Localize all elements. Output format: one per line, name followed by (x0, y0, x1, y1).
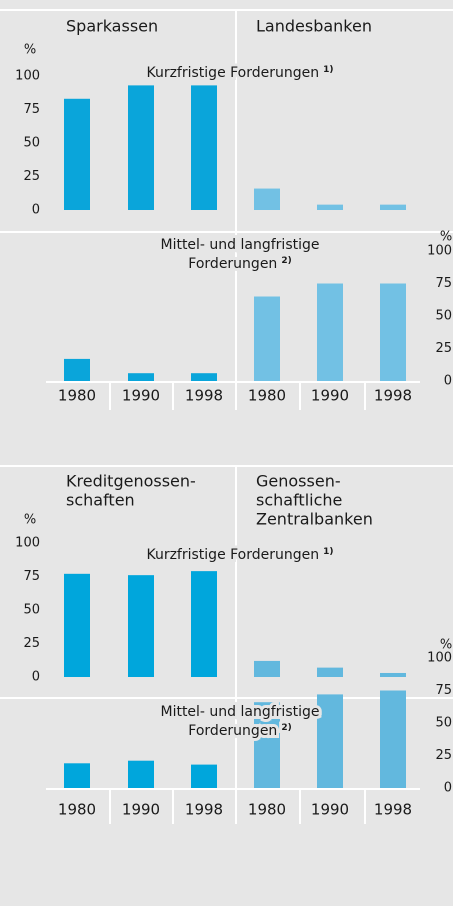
y-tick-label: 100 (15, 536, 40, 551)
bar (191, 764, 217, 788)
row-title: Kurzfristige Forderungen 1) (146, 547, 333, 564)
y-tick-label: 75 (23, 102, 40, 117)
y-tick-label: 25 (23, 169, 40, 184)
x-tick-label: 1990 (122, 387, 160, 405)
y-tick-label: 50 (435, 716, 452, 731)
bar (128, 575, 154, 677)
x-tick-label: 1990 (311, 387, 349, 405)
bar (128, 760, 154, 788)
bar (64, 358, 90, 381)
footnote-marker: 2) (281, 256, 291, 266)
bar (380, 204, 406, 210)
bar (128, 85, 154, 210)
y-tick-label: 50 (435, 309, 452, 324)
row-title: Mittel- und langfristige (160, 237, 319, 253)
column-header: Genossen- (256, 472, 341, 491)
bar (317, 694, 343, 788)
x-tick-label: 1980 (58, 801, 96, 819)
y-tick-label: 25 (435, 341, 452, 356)
bar (380, 690, 406, 788)
row-title: Forderungen 2) (188, 723, 291, 740)
y-tick-label: 0 (444, 781, 452, 796)
axis-unit: % (440, 230, 452, 245)
axis-unit: % (24, 43, 36, 58)
bar (191, 85, 217, 210)
bar (191, 571, 217, 677)
row-title-line: Forderungen (188, 723, 277, 739)
bar (64, 98, 90, 210)
row-title: Forderungen 2) (188, 256, 291, 273)
bar (64, 573, 90, 677)
bar (254, 702, 280, 788)
y-tick-label: 100 (15, 69, 40, 84)
bar (254, 660, 280, 677)
column-header: Landesbanken (256, 17, 372, 36)
x-tick-label: 1990 (311, 801, 349, 819)
axis-unit: % (440, 638, 452, 653)
row-title-line: Mittel- und langfristige (160, 704, 319, 720)
y-tick-label: 50 (23, 603, 40, 618)
y-tick-label: 50 (23, 136, 40, 151)
bar (254, 188, 280, 210)
row-title-line: Mittel- und langfristige (160, 237, 319, 253)
y-tick-label: 75 (435, 683, 452, 698)
column-header: schaften (66, 491, 135, 510)
bar (380, 283, 406, 381)
y-tick-label: 100 (427, 244, 452, 259)
footnote-marker: 1) (323, 65, 333, 75)
x-tick-label: 1980 (58, 387, 96, 405)
x-tick-label: 1990 (122, 801, 160, 819)
row-title-line: Kurzfristige Forderungen (146, 65, 319, 81)
y-tick-label: 25 (435, 748, 452, 763)
x-tick-label: 1998 (185, 387, 223, 405)
row-title: Kurzfristige Forderungen 1) (146, 65, 333, 82)
x-tick-label: 1980 (248, 801, 286, 819)
footnote-marker: 2) (281, 723, 291, 733)
column-header: Sparkassen (66, 17, 158, 36)
bar (380, 672, 406, 677)
row-title: Mittel- und langfristige (160, 704, 319, 720)
bar (64, 763, 90, 788)
axis-unit: % (24, 513, 36, 528)
column-header: Zentralbanken (256, 510, 373, 529)
y-tick-label: 0 (32, 670, 40, 685)
y-tick-label: 75 (435, 276, 452, 291)
y-tick-label: 0 (32, 203, 40, 218)
bar (317, 204, 343, 210)
bar (128, 373, 154, 381)
bar (317, 667, 343, 677)
x-tick-label: 1998 (374, 387, 412, 405)
x-tick-label: 1980 (248, 387, 286, 405)
y-tick-label: 25 (23, 636, 40, 651)
footnote-marker: 1) (323, 547, 333, 557)
bar (191, 373, 217, 381)
x-tick-label: 1998 (374, 801, 412, 819)
bar (254, 296, 280, 381)
bar (317, 283, 343, 381)
y-tick-label: 0 (444, 374, 452, 389)
column-header: Kreditgenossen- (66, 472, 196, 491)
y-tick-label: 75 (23, 569, 40, 584)
y-tick-label: 100 (427, 651, 452, 666)
row-title-line: Forderungen (188, 256, 277, 272)
column-header: schaftliche (256, 491, 342, 510)
x-tick-label: 1998 (185, 801, 223, 819)
row-title-line: Kurzfristige Forderungen (146, 547, 319, 563)
